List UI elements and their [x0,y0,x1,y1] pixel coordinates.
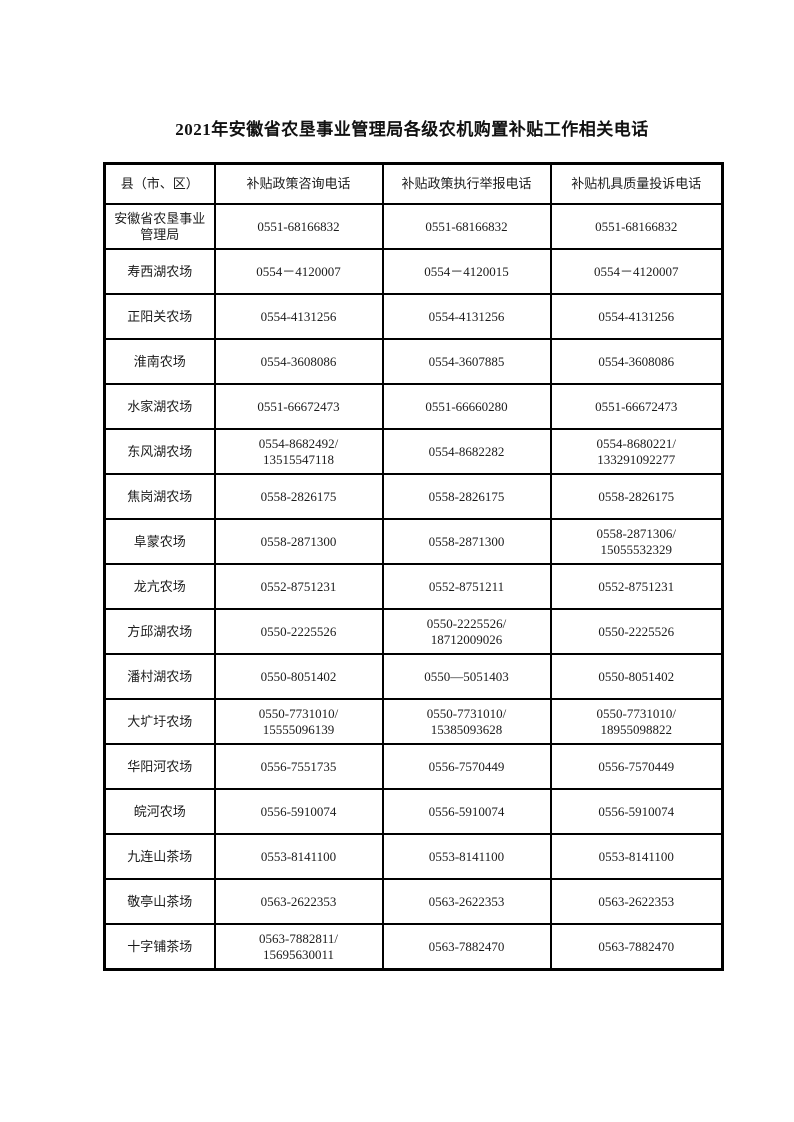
phone-cell: 0551-68166832 [213,203,384,250]
phone-cell: 0554-3608086 [213,338,384,385]
region-cell: 皖河农场 [103,788,216,835]
phone-cell: 0551-66672473 [213,383,384,430]
region-cell: 方邱湖农场 [103,608,216,655]
phone-cell: 0556-7551735 [213,743,384,790]
phone-table: 县（市、区） 补贴政策咨询电话 补贴政策执行举报电话 补贴机具质量投诉电话 安徽省农垦… [103,162,724,971]
phone-cell: 0551-66660280 [381,383,552,430]
table-row: 潘村湖农场 0550-8051402 0550—5051403 0550-805140… [103,653,724,700]
phone-cell: 0552-8751211 [381,563,552,610]
phone-cell: 0554-8682282 [381,428,552,475]
phone-cell: 0552-8751231 [213,563,384,610]
region-cell: 焦岗湖农场 [103,473,216,520]
region-cell: 华阳河农场 [103,743,216,790]
region-cell: 龙亢农场 [103,563,216,610]
phone-cell: 0556-5910074 [213,788,384,835]
phone-cell: 0558-2871300 [381,518,552,565]
phone-cell: 0556-7570449 [381,743,552,790]
table-row: 大圹圩农场 0550-7731010/ 15555096139 0550-77310… [103,698,724,745]
phone-cell: 0550-8051402 [213,653,384,700]
table-row: 华阳河农场 0556-7551735 0556-7570449 0556-757044… [103,743,724,790]
phone-cell: 0558-2871300 [213,518,384,565]
column-header: 补贴机具质量投诉电话 [549,162,724,205]
column-header: 县（市、区） [103,162,216,205]
phone-cell: 0552-8751231 [549,563,724,610]
phone-cell: 0556-7570449 [549,743,724,790]
phone-cell: 0550-7731010/ 15385093628 [381,698,552,745]
phone-cell: 0550-7731010/ 18955098822 [549,698,724,745]
phone-cell: 0563-2622353 [549,878,724,925]
table-row: 九连山茶场 0553-8141100 0553-8141100 0553-814110… [103,833,724,880]
phone-cell: 0558-2826175 [549,473,724,520]
phone-cell: 0550-2225526/ 18712009026 [381,608,552,655]
phone-cell: 0550-2225526 [213,608,384,655]
phone-cell: 0558-2826175 [213,473,384,520]
region-cell: 淮南农场 [103,338,216,385]
phone-cell: 0553-8141100 [549,833,724,880]
table-row: 敬亭山茶场 0563-2622353 0563-2622353 0563-262235… [103,878,724,925]
table-row: 焦岗湖农场 0558-2826175 0558-2826175 0558-282617… [103,473,724,520]
table-row: 方邱湖农场 0550-2225526 0550-2225526/ 187120090… [103,608,724,655]
phone-cell: 0558-2871306/ 15055532329 [549,518,724,565]
column-header: 补贴政策执行举报电话 [381,162,552,205]
phone-cell: 0563-7882470 [381,923,552,971]
phone-cell: 0551-66672473 [549,383,724,430]
column-header: 补贴政策咨询电话 [213,162,384,205]
table-row: 安徽省农垦事业 管理局 0551-68166832 0551-68166832 055… [103,203,724,250]
phone-cell: 0554-4131256 [549,293,724,340]
table-row: 寿西湖农场 0554－4120007 0554－4120015 0554－412000… [103,248,724,295]
phone-cell: 0551-68166832 [381,203,552,250]
phone-cell: 0550-2225526 [549,608,724,655]
header-row: 县（市、区） 补贴政策咨询电话 补贴政策执行举报电话 补贴机具质量投诉电话 [103,162,724,205]
region-cell: 潘村湖农场 [103,653,216,700]
phone-cell: 0554-3607885 [381,338,552,385]
region-cell: 寿西湖农场 [103,248,216,295]
region-cell: 安徽省农垦事业 管理局 [103,203,216,250]
phone-cell: 0563-2622353 [381,878,552,925]
region-cell: 九连山茶场 [103,833,216,880]
table-row: 阜蒙农场 0558-2871300 0558-2871300 0558-2871306… [103,518,724,565]
phone-cell: 0558-2826175 [381,473,552,520]
phone-cell: 0563-7882470 [549,923,724,971]
table-row: 正阳关农场 0554-4131256 0554-4131256 0554-413125… [103,293,724,340]
phone-cell: 0554-8682492/ 13515547118 [213,428,384,475]
page-title: 2021年安徽省农垦事业管理局各级农机购置补贴工作相关电话 [175,120,649,139]
phone-cell: 0553-8141100 [213,833,384,880]
phone-cell: 0550-8051402 [549,653,724,700]
region-cell: 十字铺茶场 [103,923,216,971]
region-cell: 水家湖农场 [103,383,216,430]
phone-cell: 0554-8680221/ 133291092277 [549,428,724,475]
table-row: 十字铺茶场 0563-7882811/ 15695630011 0563-78824… [103,923,724,971]
region-cell: 敬亭山茶场 [103,878,216,925]
phone-cell: 0556-5910074 [549,788,724,835]
phone-cell: 0563-7882811/ 15695630011 [213,923,384,971]
phone-cell: 0550-7731010/ 15555096139 [213,698,384,745]
table-row: 水家湖农场 0551-66672473 0551-66660280 0551-6667… [103,383,724,430]
phone-cell: 0551-68166832 [549,203,724,250]
table-body: 安徽省农垦事业 管理局 0551-68166832 0551-68166832 055… [103,203,724,971]
table-row: 皖河农场 0556-5910074 0556-5910074 0556-5910074 [103,788,724,835]
region-cell: 大圹圩农场 [103,698,216,745]
phone-cell: 0554－4120007 [213,248,384,295]
region-cell: 阜蒙农场 [103,518,216,565]
phone-cell: 0554-4131256 [213,293,384,340]
phone-cell: 0554-3608086 [549,338,724,385]
document-body: 2021年安徽省农垦事业管理局各级农机购置补贴工作相关电话 县（市、区） 补贴政策… [103,118,724,971]
table-row: 东风湖农场 0554-8682492/ 13515547118 0554-86822… [103,428,724,475]
region-cell: 东风湖农场 [103,428,216,475]
phone-cell: 0554－4120015 [381,248,552,295]
phone-cell: 0556-5910074 [381,788,552,835]
table-row: 龙亢农场 0552-8751231 0552-8751211 0552-8751231 [103,563,724,610]
table-row: 淮南农场 0554-3608086 0554-3607885 0554-3608086 [103,338,724,385]
phone-cell: 0554－4120007 [549,248,724,295]
phone-cell: 0554-4131256 [381,293,552,340]
phone-cell: 0563-2622353 [213,878,384,925]
region-cell: 正阳关农场 [103,293,216,340]
phone-cell: 0553-8141100 [381,833,552,880]
phone-cell: 0550—5051403 [381,653,552,700]
